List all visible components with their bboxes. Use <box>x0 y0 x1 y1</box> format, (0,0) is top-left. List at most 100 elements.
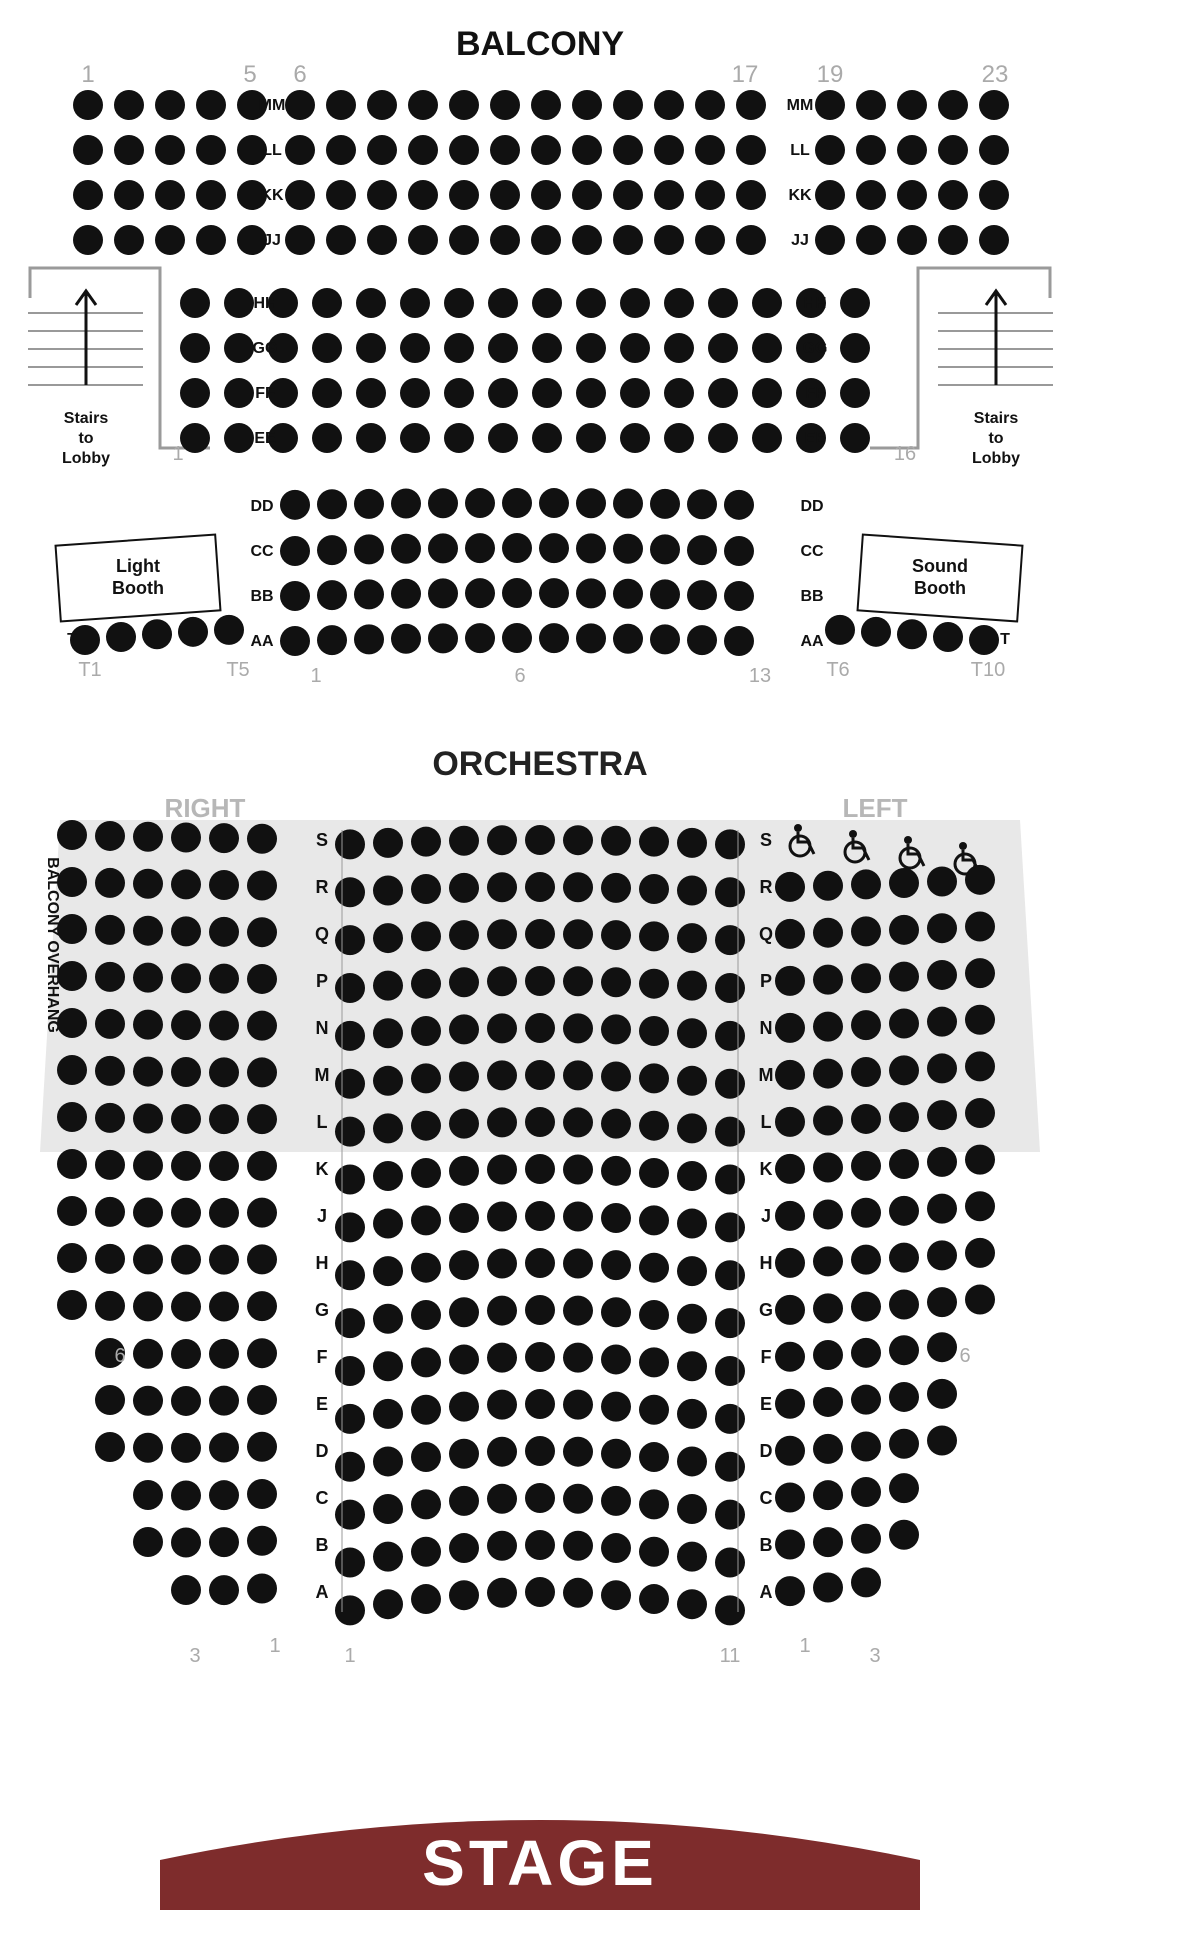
seat[interactable] <box>677 1018 707 1048</box>
seat[interactable] <box>247 1338 277 1368</box>
seat[interactable] <box>620 378 650 408</box>
seat[interactable] <box>613 225 643 255</box>
seat[interactable] <box>851 963 881 993</box>
seat[interactable] <box>487 1484 517 1514</box>
seat[interactable] <box>171 1339 201 1369</box>
seat[interactable] <box>488 378 518 408</box>
seat[interactable] <box>813 965 843 995</box>
seat[interactable] <box>664 333 694 363</box>
seat[interactable] <box>677 1589 707 1619</box>
seat[interactable] <box>214 615 244 645</box>
seat[interactable] <box>57 914 87 944</box>
seat[interactable] <box>532 423 562 453</box>
seat[interactable] <box>639 1063 669 1093</box>
seat[interactable] <box>965 1145 995 1175</box>
seat[interactable] <box>851 1010 881 1040</box>
seat[interactable] <box>171 1575 201 1605</box>
seat[interactable] <box>639 1300 669 1330</box>
seat[interactable] <box>938 90 968 120</box>
seat[interactable] <box>572 180 602 210</box>
seat[interactable] <box>563 1154 593 1184</box>
seat[interactable] <box>813 1106 843 1136</box>
seat[interactable] <box>73 180 103 210</box>
seat[interactable] <box>938 225 968 255</box>
seat[interactable] <box>449 180 479 210</box>
seat[interactable] <box>563 1437 593 1467</box>
seat[interactable] <box>613 135 643 165</box>
seat[interactable] <box>490 225 520 255</box>
seat[interactable] <box>531 225 561 255</box>
seat[interactable] <box>209 1151 239 1181</box>
seat[interactable] <box>449 873 479 903</box>
seat[interactable] <box>326 90 356 120</box>
seat[interactable] <box>487 1343 517 1373</box>
seat[interactable] <box>927 866 957 896</box>
seat[interactable] <box>171 1057 201 1087</box>
seat[interactable] <box>444 333 474 363</box>
seat[interactable] <box>639 874 669 904</box>
seat[interactable] <box>897 135 927 165</box>
seat[interactable] <box>813 1340 843 1370</box>
seat[interactable] <box>927 1100 957 1130</box>
seat[interactable] <box>411 1111 441 1141</box>
seat[interactable] <box>487 825 517 855</box>
seat[interactable] <box>171 916 201 946</box>
seat[interactable] <box>487 1107 517 1137</box>
seat[interactable] <box>373 1399 403 1429</box>
seat[interactable] <box>639 1111 669 1141</box>
seat[interactable] <box>449 1486 479 1516</box>
seat[interactable] <box>354 579 384 609</box>
seat[interactable] <box>715 877 745 907</box>
seat[interactable] <box>171 1481 201 1511</box>
seat[interactable] <box>354 534 384 564</box>
seat[interactable] <box>965 1098 995 1128</box>
seat[interactable] <box>171 823 201 853</box>
seat[interactable] <box>724 490 754 520</box>
seat[interactable] <box>326 225 356 255</box>
seat[interactable] <box>449 90 479 120</box>
seat[interactable] <box>428 623 458 653</box>
seat[interactable] <box>73 90 103 120</box>
seat[interactable] <box>317 535 347 565</box>
seat[interactable] <box>317 580 347 610</box>
seat[interactable] <box>563 825 593 855</box>
seat[interactable] <box>724 626 754 656</box>
seat[interactable] <box>490 90 520 120</box>
seat[interactable] <box>851 1245 881 1275</box>
seat[interactable] <box>209 1104 239 1134</box>
seat[interactable] <box>601 1486 631 1516</box>
seat[interactable] <box>488 288 518 318</box>
seat[interactable] <box>247 824 277 854</box>
seat[interactable] <box>247 1104 277 1134</box>
seat[interactable] <box>171 1151 201 1181</box>
seat[interactable] <box>196 90 226 120</box>
seat[interactable] <box>715 1164 745 1194</box>
seat[interactable] <box>465 533 495 563</box>
seat[interactable] <box>95 1432 125 1462</box>
seat[interactable] <box>897 619 927 649</box>
seat[interactable] <box>639 1442 669 1472</box>
seat[interactable] <box>889 1429 919 1459</box>
seat[interactable] <box>449 1533 479 1563</box>
seat[interactable] <box>677 1399 707 1429</box>
seat[interactable] <box>601 1533 631 1563</box>
seat[interactable] <box>356 288 386 318</box>
seat[interactable] <box>639 1537 669 1567</box>
seat[interactable] <box>775 1013 805 1043</box>
seat[interactable] <box>95 1009 125 1039</box>
seat[interactable] <box>563 1390 593 1420</box>
seat[interactable] <box>502 488 532 518</box>
seat[interactable] <box>133 1433 163 1463</box>
seat[interactable] <box>851 869 881 899</box>
seat[interactable] <box>335 925 365 955</box>
seat[interactable] <box>280 626 310 656</box>
seat[interactable] <box>247 1432 277 1462</box>
seat[interactable] <box>736 225 766 255</box>
seat[interactable] <box>813 1246 843 1276</box>
seat[interactable] <box>889 1335 919 1365</box>
seat[interactable] <box>525 1248 555 1278</box>
seat[interactable] <box>715 1452 745 1482</box>
seat[interactable] <box>280 490 310 520</box>
seat[interactable] <box>247 870 277 900</box>
seat[interactable] <box>209 870 239 900</box>
